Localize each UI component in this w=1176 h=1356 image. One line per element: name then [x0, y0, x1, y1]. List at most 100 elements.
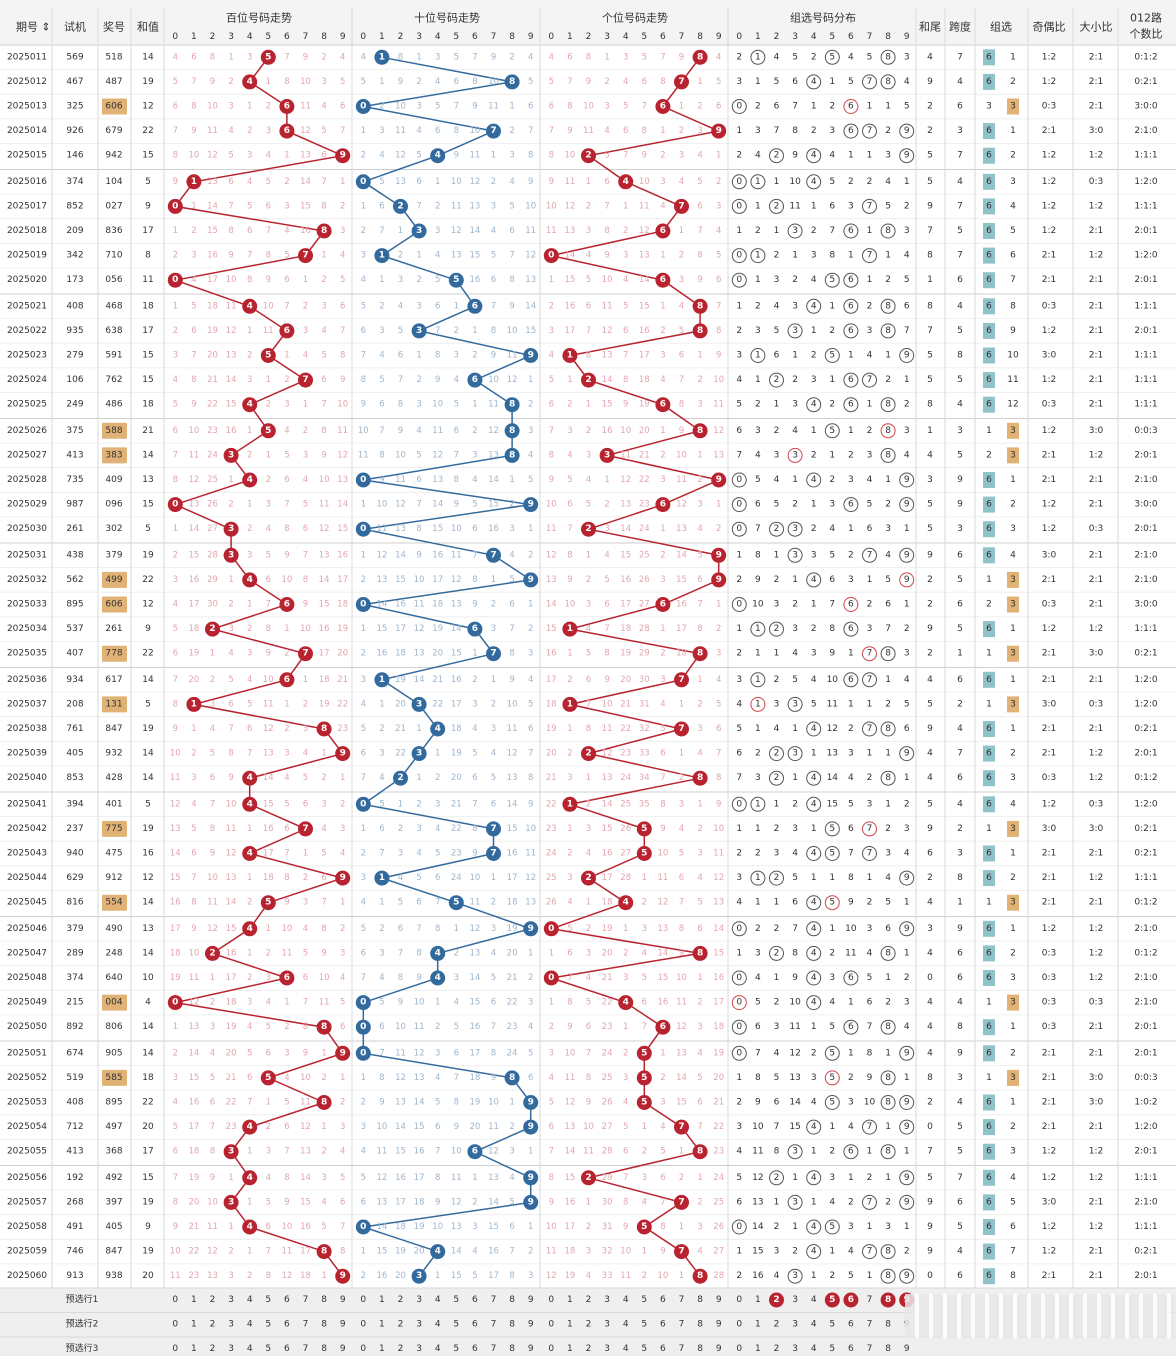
group-miss-count: 3 [848, 749, 854, 759]
footer-row-label: 预选行3 [66, 1342, 99, 1354]
miss-count: 16 [226, 426, 237, 436]
group-miss-count: 1 [848, 151, 854, 161]
sum-cell: 20 [142, 1271, 154, 1281]
footer-digit: 2 [586, 1320, 592, 1330]
miss-count: 3 [491, 201, 496, 211]
group-digit-circle [862, 821, 877, 837]
miss-count: 8 [604, 226, 609, 236]
miss-count: 3 [642, 924, 647, 934]
miss-count: 5 [454, 1022, 459, 1032]
group-miss-count: 1 [811, 426, 817, 436]
trial-cell: 674 [66, 1048, 83, 1058]
miss-count: 3 [361, 873, 366, 883]
miss-count: 14 [620, 524, 631, 534]
odd-even-cell: 1:2 [1042, 375, 1056, 385]
miss-count: 1 [247, 102, 252, 112]
miss-count: 9 [398, 77, 403, 87]
odd-even-cell: 3:0 [1042, 550, 1057, 560]
award-cell: 368 [105, 1147, 122, 1157]
span-cell: 3 [957, 849, 963, 859]
miss-count: 14 [337, 500, 348, 510]
miss-count: 7 [284, 500, 289, 510]
miss-count: 16 [564, 301, 575, 311]
miss-count: 11 [207, 898, 218, 908]
miss-count: 1 [697, 1173, 702, 1183]
footer-digit: 0 [172, 1344, 178, 1354]
miss-count: 3 [398, 849, 403, 859]
miss-count: 3 [567, 426, 572, 436]
ball-digit: 5 [641, 1048, 647, 1058]
award-cell: 468 [105, 301, 122, 311]
ball-digit: 9 [340, 151, 346, 161]
footer-digit: 4 [623, 1320, 629, 1330]
footer-digit: 6 [472, 1320, 478, 1330]
miss-count: 5 [247, 1048, 252, 1058]
miss-count: 18 [337, 600, 348, 610]
miss-count: 6 [697, 201, 702, 211]
group-digit: 9 [904, 1173, 910, 1183]
group-miss-count: 7 [755, 524, 761, 534]
odd-even-cell: 2:1 [1042, 749, 1056, 759]
miss-count: 6 [361, 749, 366, 759]
miss-count: 2 [604, 77, 609, 87]
group-digit: 2 [774, 1173, 780, 1183]
trial-cell: 261 [66, 524, 83, 534]
group6-miss: 3 [986, 102, 992, 112]
group-miss-count: 3 [811, 550, 817, 560]
tens-ball [467, 621, 483, 637]
tens-ball [355, 995, 371, 1011]
period-cell: 2025045 [7, 898, 47, 908]
ball-digit: 6 [660, 500, 666, 510]
group-digit-circle [824, 348, 840, 363]
header-period: 期号 [16, 21, 38, 34]
group6-badge [983, 945, 995, 962]
miss-count: 11 [170, 1271, 181, 1281]
group-digit-circle [750, 621, 766, 637]
footer-digit: 3 [416, 1320, 422, 1330]
miss-count: 6 [604, 177, 609, 187]
footer-digit: 4 [623, 1295, 629, 1305]
mod3-cell: 0:2:1 [1134, 649, 1157, 659]
miss-count: 7 [247, 251, 252, 261]
hundreds-ball [279, 323, 295, 339]
miss-count: 4 [379, 773, 384, 783]
group-digit-circle [731, 796, 747, 812]
miss-count: 3 [697, 849, 702, 859]
miss-count: 11 [676, 475, 687, 485]
group-digit: 4 [811, 400, 817, 410]
group-miss-count: 7 [736, 450, 742, 460]
miss-count: 5 [321, 1222, 326, 1232]
group-miss-count: 1 [811, 749, 817, 759]
header-digit-label: 6 [472, 32, 478, 42]
miss-count: 12 [395, 1073, 406, 1083]
span-cell: 9 [957, 475, 963, 485]
ball-digit: 9 [340, 1271, 346, 1281]
group-miss-count: 15 [752, 1247, 763, 1257]
miss-count: 2 [361, 849, 366, 859]
tens-ball [393, 770, 408, 786]
group-miss-count: 3 [867, 924, 873, 934]
group-digit: 3 [792, 226, 798, 236]
group6-label: 6 [986, 724, 992, 734]
miss-count: 27 [602, 1122, 613, 1132]
footer-digit: 3 [792, 1344, 798, 1354]
miss-count: 1 [247, 1147, 252, 1157]
miss-count: 2 [361, 1271, 366, 1281]
header-odd-even: 奇偶比 [1033, 21, 1066, 34]
miss-count: 7 [416, 201, 421, 211]
sum-cell: 5 [145, 799, 151, 809]
miss-count: 6 [416, 898, 421, 908]
group-digit-circle [750, 870, 766, 886]
group-miss-count: 4 [848, 773, 854, 783]
trial-cell: 926 [66, 126, 83, 136]
miss-count: 4 [623, 77, 628, 87]
miss-count: 4 [379, 151, 384, 161]
period-cell: 2025026 [7, 426, 47, 436]
footer-digit: 9 [340, 1320, 346, 1330]
trial-cell: 374 [66, 973, 83, 983]
group-miss-count: 10 [789, 177, 801, 187]
sum-cell: 15 [142, 500, 153, 510]
ball-digit: 1 [567, 351, 573, 361]
miss-count: 6 [716, 724, 721, 734]
miss-count: 2 [416, 77, 421, 87]
